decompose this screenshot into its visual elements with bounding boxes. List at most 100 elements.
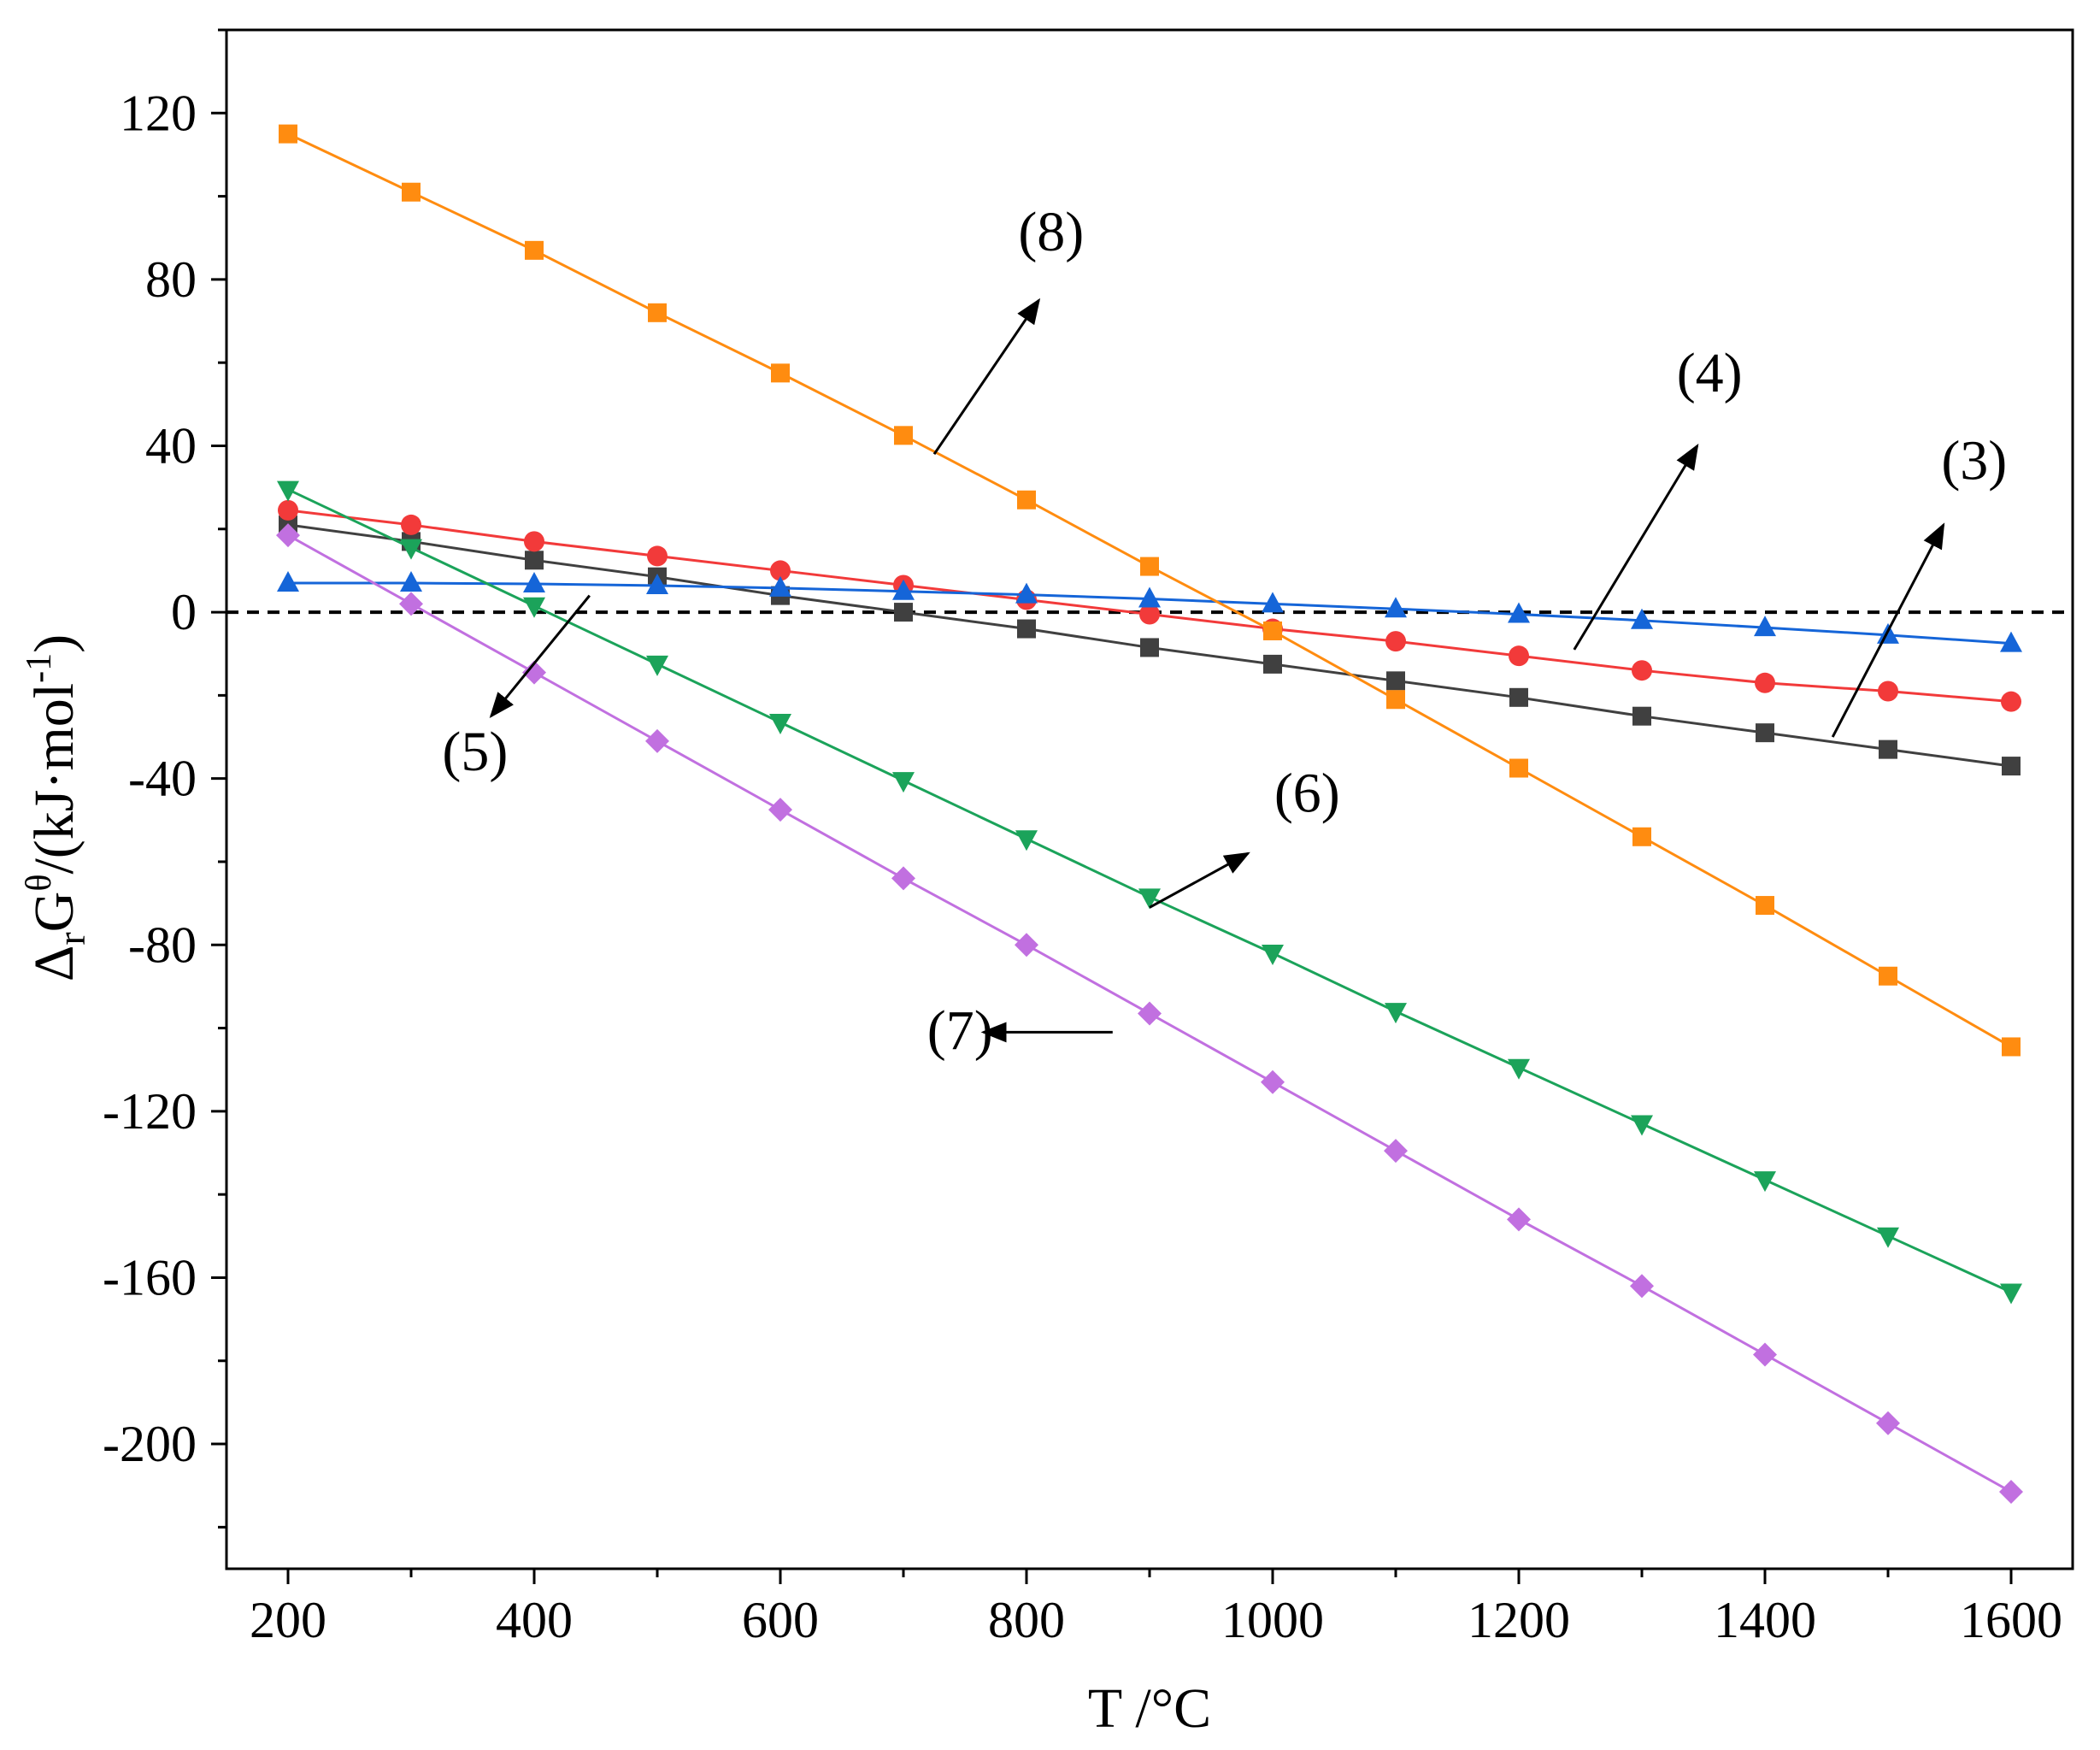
x-tick-label: 800: [988, 1592, 1065, 1648]
data-point: [769, 714, 791, 734]
data-point: [1261, 1069, 1285, 1094]
annotation-layer: (8) (4) (3) (5) (6) (7): [442, 201, 2007, 1062]
data-point: [524, 531, 544, 552]
data-point: [1756, 896, 1774, 916]
data-point: [1140, 638, 1159, 657]
data-point: [1509, 687, 1528, 707]
data-point: [1385, 1003, 1407, 1024]
data-point: [646, 573, 668, 594]
series-layer: [276, 124, 2023, 1504]
x-tick-label: 200: [250, 1592, 326, 1648]
data-point: [279, 124, 297, 144]
data-point: [1508, 602, 1530, 623]
data-point: [1138, 1001, 1162, 1026]
y-tick-label: -40: [128, 751, 197, 807]
y-axis-title-units-end: ): [23, 634, 85, 653]
data-point: [525, 240, 544, 260]
data-point: [1015, 830, 1038, 851]
data-point: [1754, 616, 1776, 637]
data-point: [2002, 757, 2021, 776]
data-point: [771, 363, 790, 383]
annotation-label: (8): [1018, 201, 1084, 263]
x-tick-label: 400: [496, 1592, 573, 1648]
x-tick-label: 1000: [1221, 1592, 1324, 1648]
data-point: [522, 660, 546, 685]
data-point: [1385, 631, 1406, 652]
y-tick-label: -80: [128, 916, 197, 973]
data-point: [1756, 723, 1774, 743]
y-tick-label: -200: [103, 1416, 197, 1472]
data-point: [1876, 1411, 1900, 1435]
data-point: [768, 798, 792, 822]
annotation-label: (4): [1677, 342, 1743, 404]
data-point: [1630, 1274, 1654, 1299]
data-point: [1509, 758, 1528, 778]
y-tick-label: -160: [103, 1249, 197, 1305]
annotation-arrow: [1831, 522, 1945, 738]
data-point: [1632, 706, 1651, 726]
series-3: [279, 515, 2021, 776]
data-point: [276, 523, 300, 548]
data-point: [399, 592, 423, 616]
data-point: [1507, 1207, 1531, 1232]
series-8: [279, 124, 2021, 1057]
data-point: [1877, 1227, 1899, 1248]
y-axis-title-theta: θ: [20, 875, 59, 892]
data-point: [1384, 1139, 1408, 1164]
y-axis-title-units-sup: -1: [20, 653, 59, 683]
x-tick-label: 1200: [1468, 1592, 1570, 1648]
data-point: [525, 551, 544, 570]
annotation-arrow: [1573, 443, 1699, 651]
data-point: [278, 499, 298, 521]
data-point: [401, 514, 421, 535]
data-point: [769, 575, 791, 597]
x-tick-label: 1400: [1714, 1592, 1816, 1648]
data-point: [523, 597, 545, 618]
data-point: [1632, 827, 1651, 846]
data-point: [1262, 592, 1284, 613]
data-point: [1879, 739, 1897, 759]
annotation-label: (5): [442, 721, 508, 783]
y-tick-label: 40: [145, 417, 197, 474]
data-point: [523, 572, 545, 592]
annotation-8: (8): [932, 201, 1084, 456]
y-axis-title-units: /(kJ·mol: [23, 683, 85, 875]
data-point: [1879, 966, 1897, 986]
data-point: [645, 728, 669, 753]
data-point: [1138, 586, 1161, 608]
data-point: [1385, 597, 1407, 618]
annotation-4: (4): [1573, 342, 1743, 651]
annotation-3: (3): [1831, 429, 2007, 738]
data-point: [402, 182, 421, 202]
data-point: [277, 480, 299, 502]
y-axis-title: ΔrGθ/(kJ·mol-1): [20, 634, 93, 981]
data-point: [647, 545, 668, 567]
data-point: [1631, 608, 1653, 629]
data-point: [894, 426, 913, 445]
plot-frame: [225, 28, 2074, 1570]
x-tick-label: 600: [742, 1592, 819, 1648]
data-point: [891, 866, 915, 891]
data-point: [1017, 619, 1036, 639]
data-point: [770, 560, 791, 581]
data-point: [1386, 690, 1405, 710]
annotation-arrow: [932, 298, 1041, 456]
data-point: [1015, 933, 1038, 957]
data-point: [2000, 631, 2022, 652]
y-tick-label: 80: [145, 251, 197, 308]
data-point: [1015, 582, 1038, 604]
data-point: [1508, 1058, 1530, 1080]
data-point: [2000, 1283, 2022, 1305]
series-7: [276, 523, 2023, 1504]
annotation-6: (6): [1149, 763, 1340, 909]
data-point: [1262, 945, 1284, 965]
y-tick-label: 0: [171, 584, 197, 640]
data-point: [1755, 672, 1775, 693]
annotation-arrow: [489, 594, 591, 719]
data-point: [1632, 660, 1652, 681]
data-point: [1999, 1480, 2023, 1504]
data-point: [892, 579, 915, 600]
axes-layer: 200 400 600 800 1000 1200 1400 160012080400-40-…: [103, 28, 2062, 1648]
series-6: [277, 480, 2022, 1305]
